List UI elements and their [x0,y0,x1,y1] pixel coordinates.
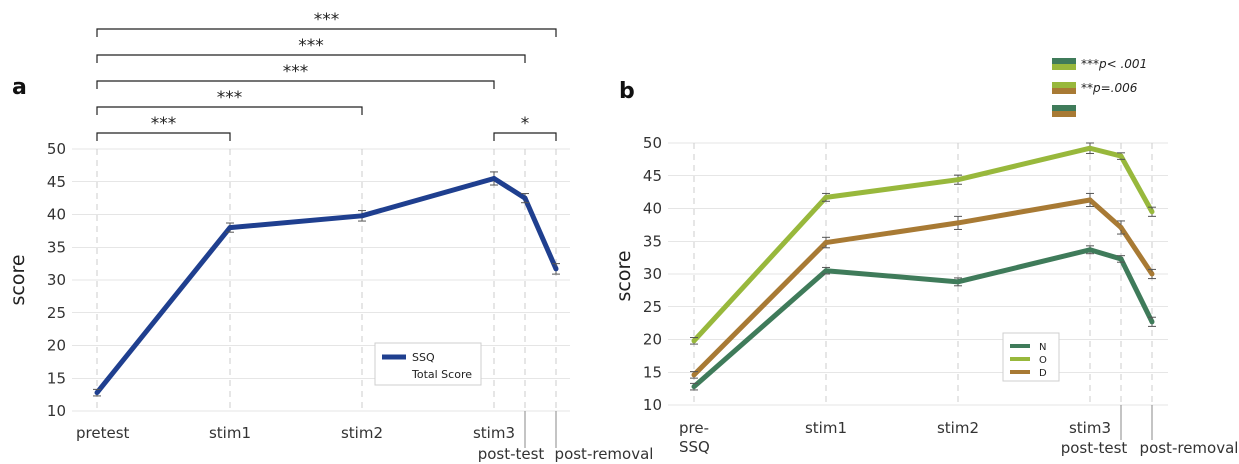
data-point [691,338,697,344]
data-point [1087,247,1093,253]
panel-b-label: b [619,79,635,104]
y-axis-label: score [7,254,29,305]
x-tick-label: stim2 [937,419,979,437]
significance-bracket [96,28,557,37]
data-point [227,225,233,231]
y-tick-label: 25 [643,298,662,316]
series-line-n [692,247,1155,389]
sig-legend-label: ***p< .001 [1081,57,1147,71]
x-tick-label: post-test [1061,439,1128,457]
significance-bracket [96,106,363,115]
x-tick-label: pretest [76,424,130,442]
significance-bracket [96,80,495,89]
x-tick-label: pre- [679,419,709,437]
legend-label: N [1039,342,1046,353]
x-tick-label: post-removal [1140,439,1239,457]
x-tick-label: stim2 [341,424,383,442]
y-tick-label: 20 [643,331,662,349]
y-tick-label: 30 [47,271,66,289]
data-point [1149,271,1155,277]
data-point [1118,153,1124,159]
significance-label: *** [151,114,177,134]
panel-b: b 10 15 20 25 30 35 40 45 50 pre-SSQ stim1 stim2 stim… [613,57,1238,457]
y-axis-label: score [613,250,635,301]
x-tick-label: stim3 [1069,419,1111,437]
y-tick-label: 45 [643,167,662,185]
y-tick-label: 35 [47,238,66,256]
y-tick-label: 35 [643,232,662,250]
legend-label: Total Score [411,368,472,381]
y-tick-label: 15 [47,369,66,387]
panel-a: a 10 15 20 25 30 35 40 45 50 pretest stim1 stim2 stim… [7,10,653,463]
x-tick-label: stim3 [473,424,515,442]
x-tick-label: stim1 [209,424,251,442]
significance-bracket [96,132,231,141]
y-tick-label: 50 [47,140,66,158]
legend-label: D [1039,368,1047,379]
data-point [823,240,829,246]
series-line-o [692,145,1155,343]
x-tick-label: stim1 [805,419,847,437]
data-point [823,268,829,274]
data-point [823,194,829,200]
significance-label: * [521,114,530,134]
panel-a-label: a [12,75,27,100]
data-point [1087,197,1093,203]
sig-swatch-top [1052,105,1076,111]
significance-label: *** [298,36,324,56]
significance-bracket [493,132,557,141]
y-tick-label: 10 [47,402,66,420]
significance-bracket [96,54,526,63]
y-tick-label: 25 [47,304,66,322]
y-tick-label: 30 [643,265,662,283]
data-point [1118,256,1124,262]
y-tick-label: 40 [643,200,662,218]
data-point [1149,319,1155,325]
data-point [359,213,365,219]
y-tick-label: 45 [47,173,66,191]
significance-label: *** [314,10,340,30]
y-tick-label: 40 [47,206,66,224]
legend-label: SSQ [412,351,435,364]
y-tick-label: 20 [47,337,66,355]
x-tick-label: post-removal [555,445,654,463]
data-point [522,195,528,201]
series-line-ssq [95,175,559,395]
sig-swatch-bottom [1052,64,1076,70]
x-tick-label: SSQ [679,438,710,456]
x-tick-label: post-test [478,445,545,463]
significance-label: *** [283,62,309,82]
data-point [691,384,697,390]
data-point [955,220,961,226]
sig-swatch-top [1052,58,1076,64]
data-point [691,372,697,378]
y-tick-label: 15 [643,363,662,381]
sig-swatch-bottom [1052,88,1076,94]
y-tick-label: 10 [643,396,662,414]
series-line-d [692,197,1155,377]
sig-swatch-bottom [1052,111,1076,117]
data-point [955,177,961,183]
data-point [1087,145,1093,151]
legend-box [374,342,482,386]
legend-label: O [1039,355,1047,366]
data-point [491,175,497,181]
data-point [1118,224,1124,230]
data-point [553,266,559,272]
sig-swatch-top [1052,82,1076,88]
data-point [955,279,961,285]
significance-label: *** [217,88,243,108]
data-point [94,390,100,396]
data-point [1149,209,1155,215]
y-tick-label: 50 [643,134,662,152]
sig-legend-label: **p=.006 [1081,81,1138,95]
